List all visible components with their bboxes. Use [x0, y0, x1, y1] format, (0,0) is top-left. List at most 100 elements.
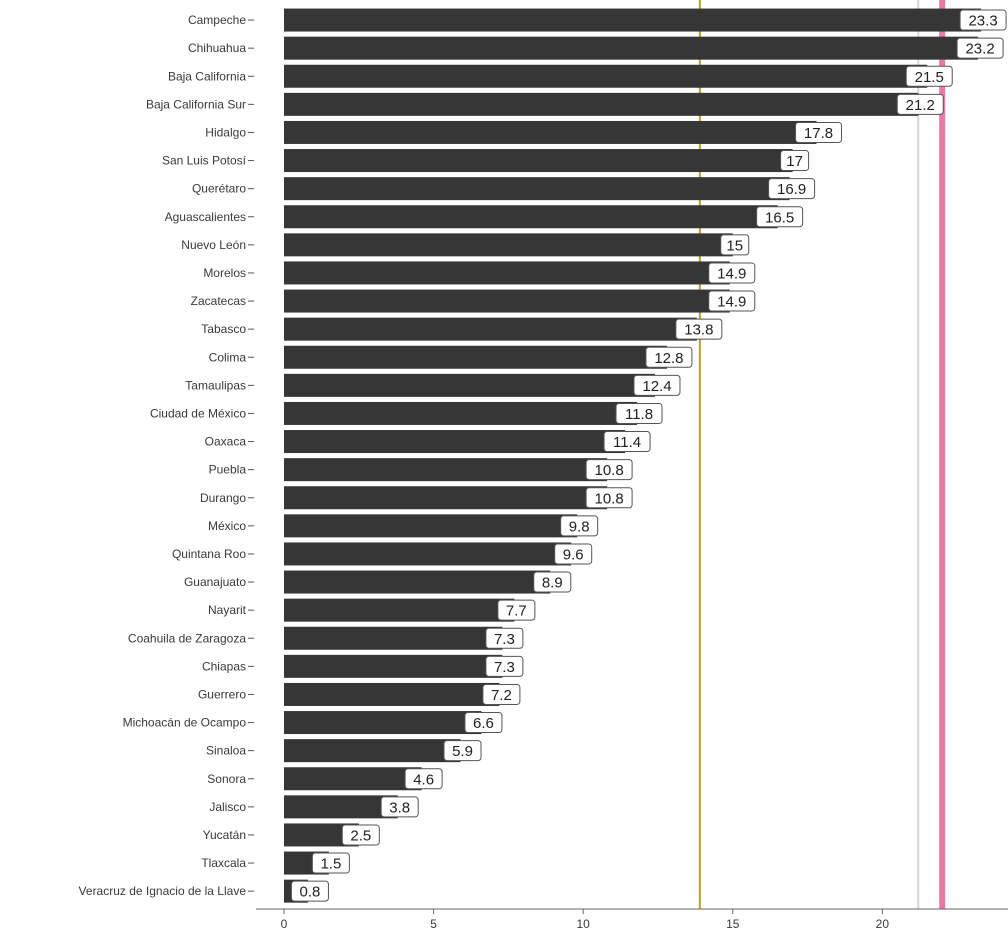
- data-label: 23.2: [965, 41, 994, 58]
- category-label: Morelos: [203, 266, 246, 280]
- data-label: 8.9: [542, 575, 563, 592]
- data-label-box: [645, 346, 693, 368]
- x-tick-label: 15: [726, 917, 740, 931]
- data-label-box: [485, 627, 524, 649]
- data-label: 5.9: [452, 743, 473, 760]
- data-label: 6.6: [473, 715, 494, 732]
- data-label-box: [708, 290, 756, 312]
- bar: [284, 261, 730, 285]
- x-axis: 0 5 10 15 20: [256, 908, 1008, 931]
- data-label-box: [780, 150, 810, 172]
- data-label: 0.8: [300, 884, 321, 901]
- category-label: Tlaxcala: [201, 856, 246, 870]
- category-label: Nayarit: [208, 603, 247, 617]
- bar: [284, 345, 667, 369]
- bar: [284, 682, 500, 706]
- category-label: Campeche: [188, 13, 246, 27]
- data-label-box: [485, 655, 524, 677]
- data-label-box: [482, 683, 521, 705]
- category-label: Colima: [209, 350, 247, 364]
- bar: [284, 458, 608, 482]
- bar: [284, 233, 733, 257]
- bar: [284, 795, 398, 819]
- data-label: 23.3: [968, 13, 997, 30]
- bar: [284, 401, 638, 425]
- data-label: 21.5: [915, 69, 944, 86]
- data-label-box: [905, 65, 953, 87]
- data-label-box: [720, 234, 750, 256]
- category-label: Guanajuato: [184, 575, 246, 589]
- bar: [284, 626, 503, 650]
- bar: [284, 486, 608, 510]
- bar: [284, 823, 359, 847]
- data-label-box: [795, 121, 843, 143]
- category-label: Sinaloa: [206, 744, 246, 758]
- data-label-box: [956, 37, 1004, 59]
- x-tick-label: 10: [576, 917, 590, 931]
- bar: [284, 373, 655, 397]
- category-label: Veracruz de Ignacio de la Llave: [79, 884, 247, 898]
- data-label-box: [533, 571, 572, 593]
- bar: [284, 570, 551, 594]
- data-label: 14.9: [717, 294, 746, 311]
- data-label-box: [560, 515, 599, 537]
- bar: [284, 317, 697, 341]
- data-label-box: [756, 206, 804, 228]
- category-label: Chihuahua: [188, 41, 246, 55]
- data-label: 11.4: [613, 434, 641, 451]
- x-tick-label: 0: [281, 917, 288, 931]
- category-label: Michoacán de Ocampo: [123, 716, 247, 730]
- category-label: Jalisco: [209, 800, 246, 814]
- category-label: México: [208, 519, 246, 533]
- bar: [284, 289, 730, 313]
- bar: [284, 120, 817, 144]
- category-label: Nuevo León: [181, 238, 246, 252]
- data-label-box: [675, 318, 723, 340]
- bar: [284, 205, 778, 229]
- data-label-box: [464, 712, 503, 734]
- data-label: 7.3: [494, 631, 515, 648]
- data-label: 9.6: [563, 546, 584, 563]
- bar: [284, 92, 919, 116]
- data-label: 7.7: [506, 603, 527, 620]
- data-label: 7.3: [494, 659, 515, 676]
- x-tick-label: 5: [430, 917, 437, 931]
- bar: [284, 767, 422, 791]
- bar: [284, 36, 979, 60]
- data-label: 4.6: [413, 771, 434, 788]
- y-axis: Campeche Chihuahua Baja California Baja Cal…: [79, 13, 254, 898]
- category-label: Durango: [200, 491, 246, 505]
- data-label-box: [959, 9, 1007, 31]
- category-label: Oaxaca: [205, 435, 247, 449]
- data-label-box: [615, 402, 663, 424]
- data-label: 17.8: [804, 125, 833, 142]
- data-label: 12.8: [654, 350, 683, 367]
- bar: [284, 711, 482, 735]
- category-label: Tamaulipas: [185, 378, 246, 392]
- data-label-box: [380, 796, 419, 818]
- category-label: Zacatecas: [191, 294, 246, 308]
- data-label: 12.4: [642, 378, 671, 395]
- data-label: 10.8: [595, 490, 624, 507]
- category-label: Hidalgo: [205, 125, 246, 139]
- bar: [284, 739, 461, 763]
- category-label: Guerrero: [198, 687, 246, 701]
- bar: [284, 177, 790, 201]
- data-label: 11.8: [625, 406, 653, 423]
- category-label: Puebla: [209, 463, 247, 477]
- data-label: 9.8: [569, 518, 590, 535]
- data-label: 2.5: [350, 827, 371, 844]
- data-label-box: [497, 599, 536, 621]
- category-label: Baja California Sur: [146, 97, 246, 111]
- data-label-box: [290, 880, 329, 902]
- category-label: San Luis Potosí: [162, 154, 247, 168]
- data-label-box: [443, 740, 482, 762]
- bar: [284, 8, 982, 32]
- x-tick-label: 20: [876, 917, 890, 931]
- data-label: 21.2: [906, 97, 935, 114]
- data-label-box: [585, 459, 633, 481]
- data-label-box: [585, 487, 633, 509]
- category-label: Coahuila de Zaragoza: [128, 631, 246, 645]
- data-label-box: [708, 262, 756, 284]
